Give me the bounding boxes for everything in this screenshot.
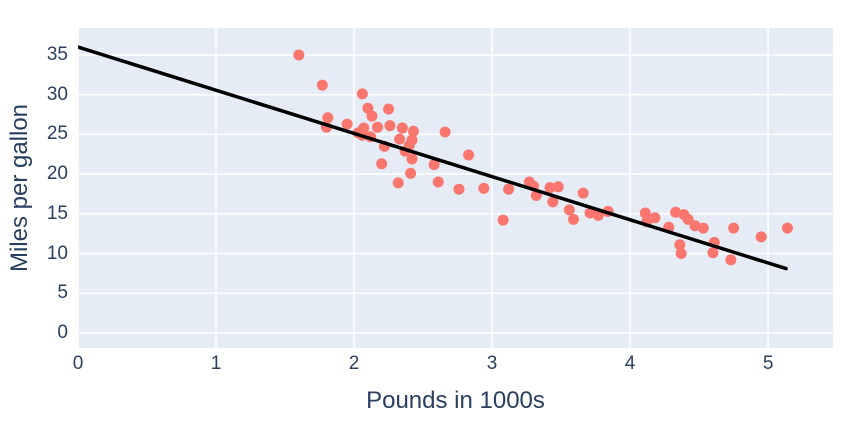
x-tick-label: 0 bbox=[72, 353, 84, 374]
scatter-point bbox=[547, 196, 559, 208]
y-tick-label: 25 bbox=[46, 123, 68, 145]
y-tick-label: 35 bbox=[46, 43, 68, 65]
scatter-point bbox=[568, 213, 580, 225]
scatter-point bbox=[316, 79, 328, 91]
scatter-point bbox=[577, 187, 589, 199]
scatter-point bbox=[639, 207, 651, 219]
scatter-point bbox=[670, 206, 682, 218]
scatter-point bbox=[432, 176, 444, 188]
scatter-point bbox=[341, 118, 353, 130]
scatter-point bbox=[384, 120, 396, 132]
y-tick-label: 10 bbox=[46, 242, 68, 264]
plot-area bbox=[78, 28, 833, 348]
scatter-point bbox=[725, 254, 737, 266]
scatter-point bbox=[463, 149, 475, 161]
scatter-point bbox=[383, 103, 395, 115]
scatter-point bbox=[356, 88, 368, 100]
scatter-point bbox=[293, 49, 305, 61]
x-tick-label: 3 bbox=[486, 353, 498, 374]
scatter-point bbox=[697, 222, 709, 234]
scatter-point bbox=[755, 231, 767, 243]
scatter-point bbox=[552, 181, 564, 193]
scatter-point bbox=[503, 183, 515, 195]
scatter-point bbox=[392, 177, 404, 189]
scatter-point bbox=[439, 126, 451, 138]
x-tick-label: 5 bbox=[762, 353, 774, 374]
scatter-point bbox=[396, 122, 408, 134]
scatter-point bbox=[407, 125, 419, 137]
regression-line bbox=[78, 45, 788, 271]
scatter-point bbox=[563, 204, 575, 216]
y-tick-label: 20 bbox=[46, 163, 68, 185]
scatter-point bbox=[497, 214, 509, 226]
x-axis-title: Pounds in 1000s bbox=[366, 387, 545, 414]
scatter-point bbox=[592, 209, 604, 221]
scatter-point bbox=[428, 159, 440, 171]
scatter-point bbox=[675, 248, 687, 260]
scatter-point bbox=[453, 183, 465, 195]
x-tick-label: 1 bbox=[210, 353, 222, 374]
y-tick-label: 15 bbox=[46, 202, 68, 224]
scatter-point bbox=[372, 121, 384, 133]
scatter-point bbox=[478, 182, 490, 194]
scatter-point bbox=[707, 247, 719, 259]
scatter-point bbox=[649, 212, 661, 224]
scatter-point bbox=[781, 222, 793, 234]
x-tick-label: 2 bbox=[348, 353, 360, 374]
scatter-point bbox=[584, 207, 596, 219]
scatter-point bbox=[376, 158, 388, 170]
scatter-point bbox=[366, 110, 378, 122]
x-tick-label: 4 bbox=[624, 353, 636, 374]
scatter-point bbox=[544, 182, 556, 194]
scatter-point bbox=[674, 239, 686, 251]
scatter-point bbox=[405, 167, 417, 179]
scatter-point bbox=[406, 153, 418, 165]
y-tick-label: 30 bbox=[46, 83, 68, 105]
scatter-point bbox=[394, 133, 406, 145]
scatter-point bbox=[689, 220, 701, 232]
y-tick-label: 0 bbox=[57, 321, 68, 343]
plot-canvas bbox=[78, 28, 833, 348]
scatter-point bbox=[728, 222, 740, 234]
scatter-point bbox=[322, 112, 334, 124]
y-tick-label: 5 bbox=[57, 282, 68, 304]
